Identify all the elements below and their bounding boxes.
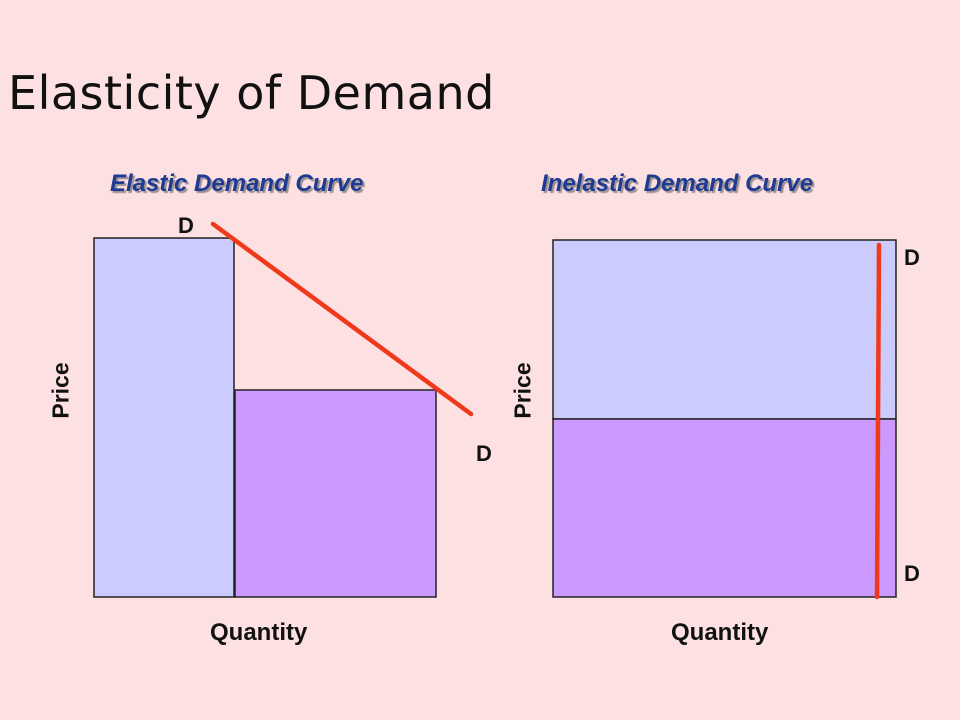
elastic-revenue-area-after — [234, 389, 437, 598]
inelastic-y-axis-label: Price — [509, 362, 536, 419]
inelastic-x-axis-label: Quantity — [671, 619, 769, 646]
inelastic-demand-curve — [874, 242, 882, 600]
inelastic-diagram-title: Inelastic Demand Curve — [541, 170, 814, 197]
page-title: Elasticity of Demand — [8, 66, 495, 120]
inelastic-revenue-area-before — [552, 239, 897, 420]
inelastic-revenue-area-after — [552, 418, 897, 598]
elastic-x-axis-label: Quantity — [210, 619, 308, 646]
elastic-diagram-title: Elastic Demand Curve — [110, 170, 364, 197]
inelastic-curve-label-start: D — [904, 245, 920, 270]
elastic-y-axis-label: Price — [47, 362, 74, 419]
elastic-curve-label-start: D — [178, 213, 194, 238]
elastic-curve-label-end: D — [476, 441, 492, 466]
elastic-revenue-area-before — [93, 237, 235, 598]
inelastic-curve-label-end: D — [904, 561, 920, 586]
elastic-demand-curve — [210, 221, 474, 417]
